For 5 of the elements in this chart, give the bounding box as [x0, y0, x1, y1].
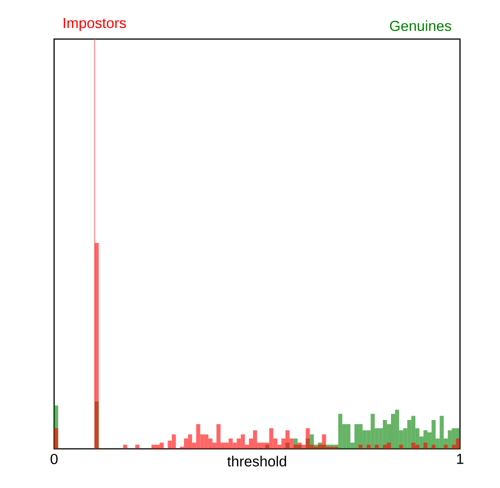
text: Impostors [64, 18, 126, 32]
x-tick-label: 0 [50, 454, 58, 464]
text: Genuines [390, 20, 452, 32]
x-axis-title: threshold [227, 456, 286, 467]
x-tick-label: 1 [457, 454, 464, 464]
